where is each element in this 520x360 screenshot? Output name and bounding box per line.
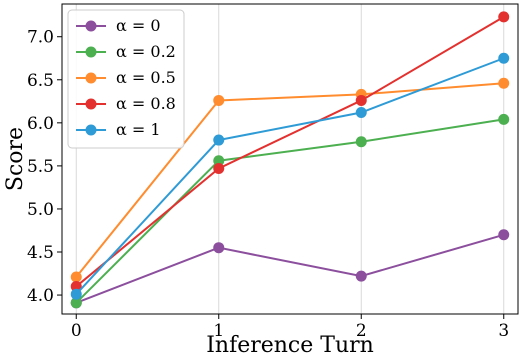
data-point <box>355 136 367 148</box>
series <box>70 52 510 300</box>
series-line <box>75 118 504 304</box>
legend-marker <box>85 124 97 136</box>
data-point <box>70 271 82 283</box>
plot-frame <box>61 3 519 315</box>
series <box>70 113 510 309</box>
legend-label: α = 1 <box>116 120 161 139</box>
series-line <box>75 57 505 295</box>
data-point <box>213 155 225 167</box>
y-tick-label: 5.0 <box>27 200 54 220</box>
data-point <box>213 94 225 106</box>
x-axis-title: Inference Turn <box>206 333 374 356</box>
data-point <box>213 134 225 146</box>
x-tick-label: 3 <box>498 321 509 341</box>
y-axis-title: Score <box>3 127 28 191</box>
x-tick-label: 0 <box>71 321 82 341</box>
legend-item: α = 0.8 <box>76 94 176 113</box>
legend-label: α = 0.8 <box>116 94 176 113</box>
series <box>70 11 510 292</box>
x-tick-label: 2 <box>356 321 367 341</box>
legend-item: α = 1 <box>76 120 161 139</box>
legend-item: α = 0 <box>76 16 161 35</box>
y-tick-label: 4.0 <box>27 286 54 306</box>
legend-item: α = 0.5 <box>76 68 176 87</box>
legend-label: α = 0.2 <box>116 42 176 61</box>
series-line <box>75 16 505 288</box>
data-point <box>498 113 510 125</box>
legend-box <box>67 9 185 149</box>
series-line <box>75 233 505 304</box>
legend-marker <box>85 46 97 58</box>
data-point <box>355 94 367 106</box>
legend-label: α = 0 <box>116 16 161 35</box>
data-point <box>70 288 82 300</box>
series <box>70 229 510 309</box>
data-point <box>213 242 225 254</box>
y-tick-label: 5.5 <box>27 157 54 177</box>
legend-marker <box>85 20 97 32</box>
data-point <box>213 162 225 174</box>
legend-marker <box>85 98 97 110</box>
data-point <box>355 270 367 282</box>
data-point <box>70 297 82 309</box>
data-point <box>70 280 82 292</box>
legend-label: α = 0.5 <box>116 68 176 87</box>
data-point <box>355 107 367 118</box>
x-tick-label: 1 <box>213 321 224 341</box>
legend: α = 0 α = 0.2 α = 0.5 α = 0.8 α = 1 <box>67 9 185 149</box>
axis-ticks: 0 1 2 3 4.0 4.5 5.0 5.5 6.0 6.5 7.0 <box>27 28 509 341</box>
data-point <box>498 229 510 241</box>
legend-marker <box>85 72 97 84</box>
series-line <box>75 82 504 278</box>
legend-item: α = 0.2 <box>76 42 176 61</box>
series-layer <box>70 11 510 309</box>
y-tick-label: 4.5 <box>27 243 54 263</box>
y-tick-label: 6.5 <box>27 71 54 91</box>
data-point <box>498 52 510 64</box>
y-tick-label: 7.0 <box>27 28 54 48</box>
data-point <box>498 77 510 89</box>
data-point <box>498 11 510 23</box>
y-tick-label: 6.0 <box>27 114 54 134</box>
